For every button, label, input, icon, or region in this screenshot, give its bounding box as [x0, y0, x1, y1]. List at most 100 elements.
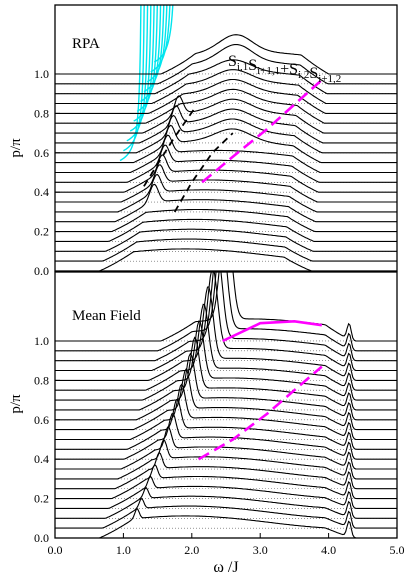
spectral-curve-p-3 [55, 218, 397, 242]
spectral-curve-p-5 [55, 451, 397, 490]
rpa-cyan-branch-20 [153, 5, 174, 63]
rpa-cyan-branch-12 [126, 5, 149, 142]
x-tick-label-4: 4.0 [321, 543, 336, 557]
x-tick-label-3: 3.0 [253, 543, 268, 557]
spectral-curve-p-14 [55, 320, 397, 401]
spectral-curve-p-3 [55, 475, 397, 509]
y-tick-label-2: 0.4 [34, 452, 49, 466]
spectral-curve-p-1 [55, 497, 397, 529]
spectral-curve-p-17 [55, 69, 397, 105]
rpa-panel: 0.00.20.40.60.81.0 RPA Si,1Si+1,1+Si,2Si… [8, 4, 398, 278]
y-tick-label-5: 1.0 [34, 334, 49, 348]
spectral-curve-p-4 [55, 208, 397, 233]
spectral-curve-p-11 [55, 367, 397, 431]
spin-operator-annotation: Si,1Si+1,1+Si,2Si+1,2 [228, 53, 341, 85]
rpa-y-axis-label: p/π [8, 138, 24, 158]
spectral-curve-p-15 [55, 303, 397, 391]
spectral-curve-p-16 [55, 78, 397, 114]
rpa-frame [54, 4, 398, 272]
mf-y-ticks: 0.0 0.2 0.4 0.6 0.8 1.0 [34, 334, 60, 545]
mf-y-axis-label: p/π [8, 394, 24, 414]
dispersion-line-3 [173, 132, 234, 213]
rpa-y-ticks: 0.0 0.2 0.4 0.6 0.8 1.0 [34, 67, 60, 278]
spectral-curve-p-14 [55, 95, 397, 134]
annotation-subscript-1: i+1,1 [257, 65, 280, 77]
spectral-curve-p-20 [55, 272, 397, 342]
spectral-curve-p-1 [55, 238, 397, 262]
rpa-cyan-branch-14 [133, 5, 155, 122]
y-tick-label-4: 0.8 [34, 373, 49, 387]
x-tick-label-5: 5.0 [390, 543, 405, 557]
mf-panel-label: Mean Field [72, 308, 141, 324]
spectral-curve-p-18 [55, 59, 397, 95]
annotation-term-0: S [228, 53, 237, 70]
y-tick-label-2: 0.4 [34, 185, 49, 199]
mf-dispersion-lines [197, 319, 323, 461]
spectral-curve-p-7 [55, 164, 397, 203]
x-tick-label-1: 1.0 [116, 543, 131, 557]
spectral-curve-p-12 [55, 352, 397, 421]
spectral-curve-p-10 [55, 134, 397, 174]
spectral-curve-p-16 [55, 286, 397, 381]
rpa-panel-label: RPA [72, 36, 100, 52]
spectral-curve-p-17 [55, 272, 397, 372]
y-tick-label-1: 0.2 [34, 492, 49, 506]
dispersion-line-2 [197, 365, 323, 461]
spectral-curve-p-11 [55, 124, 397, 164]
y-tick-label-5: 1.0 [34, 67, 49, 81]
y-tick-label-1: 0.2 [34, 225, 49, 239]
spectral-curve-p-6 [55, 439, 397, 480]
rpa-cyan-branch-15 [136, 5, 159, 112]
x-axis-label: ω /J [213, 559, 238, 576]
spectral-curve-p-12 [55, 114, 397, 154]
y-tick-label-4: 0.8 [34, 106, 49, 120]
y-tick-label-0: 0.0 [34, 264, 49, 278]
spectral-curve-p-6 [55, 174, 397, 213]
y-tick-label-3: 0.6 [34, 413, 49, 427]
spectral-curve-p-20 [55, 34, 397, 75]
spectral-curve-p-0 [55, 248, 397, 271]
spectral-curve-p-2 [55, 486, 397, 519]
annotation-subscript-3: i+1,2 [318, 73, 341, 85]
y-tick-label-3: 0.6 [34, 146, 49, 160]
rpa-cyan-branch-13 [129, 5, 152, 132]
annotation-term-1: S [248, 57, 257, 74]
spectral-curve-p-18 [55, 272, 397, 362]
spectral-curve-p-0 [55, 508, 397, 538]
mf-x-ticks: 0.0 1.0 2.0 3.0 4.0 5.0 [48, 533, 405, 557]
spectral-curve-p-4 [55, 463, 397, 500]
rpa-cyan-branch-10 [119, 5, 142, 162]
annotation-subscript-0: i,1 [237, 61, 248, 73]
x-tick-label-0: 0.0 [48, 543, 63, 557]
annotation-term-3: S [309, 65, 318, 82]
dispersion-line-1 [222, 319, 322, 343]
annotation-subscript-2: i,2 [298, 69, 309, 81]
rpa-cyan-branch-17 [143, 5, 165, 93]
dispersion-line-2 [143, 106, 196, 187]
y-tick-label-0: 0.0 [34, 531, 49, 545]
dispersion-line-4 [201, 78, 323, 184]
rpa-cyan-branch-19 [150, 5, 171, 73]
spectral-curve-p-9 [55, 144, 397, 183]
rpa-dispersion-lines [143, 78, 323, 213]
rpa-cyan-branch-18 [146, 5, 168, 83]
rpa-cyan-branch-11 [123, 5, 145, 152]
rpa-cyan-branch-16 [140, 5, 162, 103]
spectral-curve-p-19 [55, 43, 397, 85]
spectral-curve-p-15 [55, 88, 397, 124]
mf-frame [54, 271, 398, 539]
spectral-curve-p-13 [55, 105, 397, 144]
spectral-curve-p-13 [55, 336, 397, 411]
spectral-curve-p-19 [55, 272, 397, 352]
spectral-curve-p-8 [55, 154, 397, 193]
x-tick-label-2: 2.0 [184, 543, 199, 557]
spectral-curve-p-10 [55, 383, 397, 441]
spectral-curve-p-5 [55, 183, 397, 223]
mf-curves [55, 272, 397, 538]
spectral-curve-p-9 [55, 398, 397, 450]
mean-field-panel: 0.0 0.2 0.4 0.6 0.8 1.0 0.0 1.0 2.0 3.0 4.0 5.0 Me… [8, 271, 405, 576]
annotation-term-2: +S [280, 61, 298, 78]
rpa-curves [55, 5, 397, 271]
spectral-curve-p-8 [55, 412, 397, 460]
